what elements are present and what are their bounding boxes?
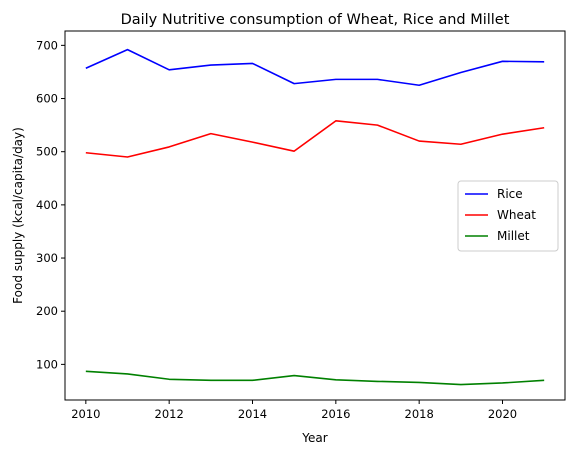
x-tick-label: 2018 — [405, 407, 434, 421]
y-tick-label: 700 — [36, 38, 58, 52]
y-axis-ticks: 100 200 300 400 500 600 700 — [36, 38, 65, 371]
legend-label-wheat: Wheat — [497, 208, 536, 222]
x-axis-label: Year — [301, 431, 327, 445]
y-tick-label: 200 — [36, 304, 58, 318]
y-tick-label: 500 — [36, 145, 58, 159]
legend-label-rice: Rice — [497, 187, 523, 201]
x-tick-label: 2010 — [71, 407, 100, 421]
x-tick-label: 2014 — [238, 407, 267, 421]
y-tick-label: 300 — [36, 251, 58, 265]
y-tick-label: 100 — [36, 357, 58, 371]
series-lines — [85, 48, 545, 386]
legend-label-millet: Millet — [497, 229, 530, 243]
y-tick-label: 600 — [36, 92, 58, 106]
x-tick-label: 2020 — [488, 407, 517, 421]
series-line-millet — [85, 370, 545, 386]
plot-frame — [64, 30, 566, 401]
series-line-wheat — [85, 120, 545, 158]
chart-title: Daily Nutritive consumption of Wheat, Ri… — [121, 12, 510, 28]
y-tick-label: 400 — [36, 198, 58, 212]
y-axis-label: Food supply (kcal/capita/day) — [11, 127, 25, 304]
legend: Rice Wheat Millet — [457, 180, 559, 252]
x-axis-ticks: 2010 2012 2014 2016 2018 2020 — [71, 400, 517, 421]
x-tick-label: 2012 — [155, 407, 184, 421]
series-line-rice — [85, 48, 545, 87]
legend-frame — [457, 180, 559, 252]
x-tick-label: 2016 — [321, 407, 350, 421]
